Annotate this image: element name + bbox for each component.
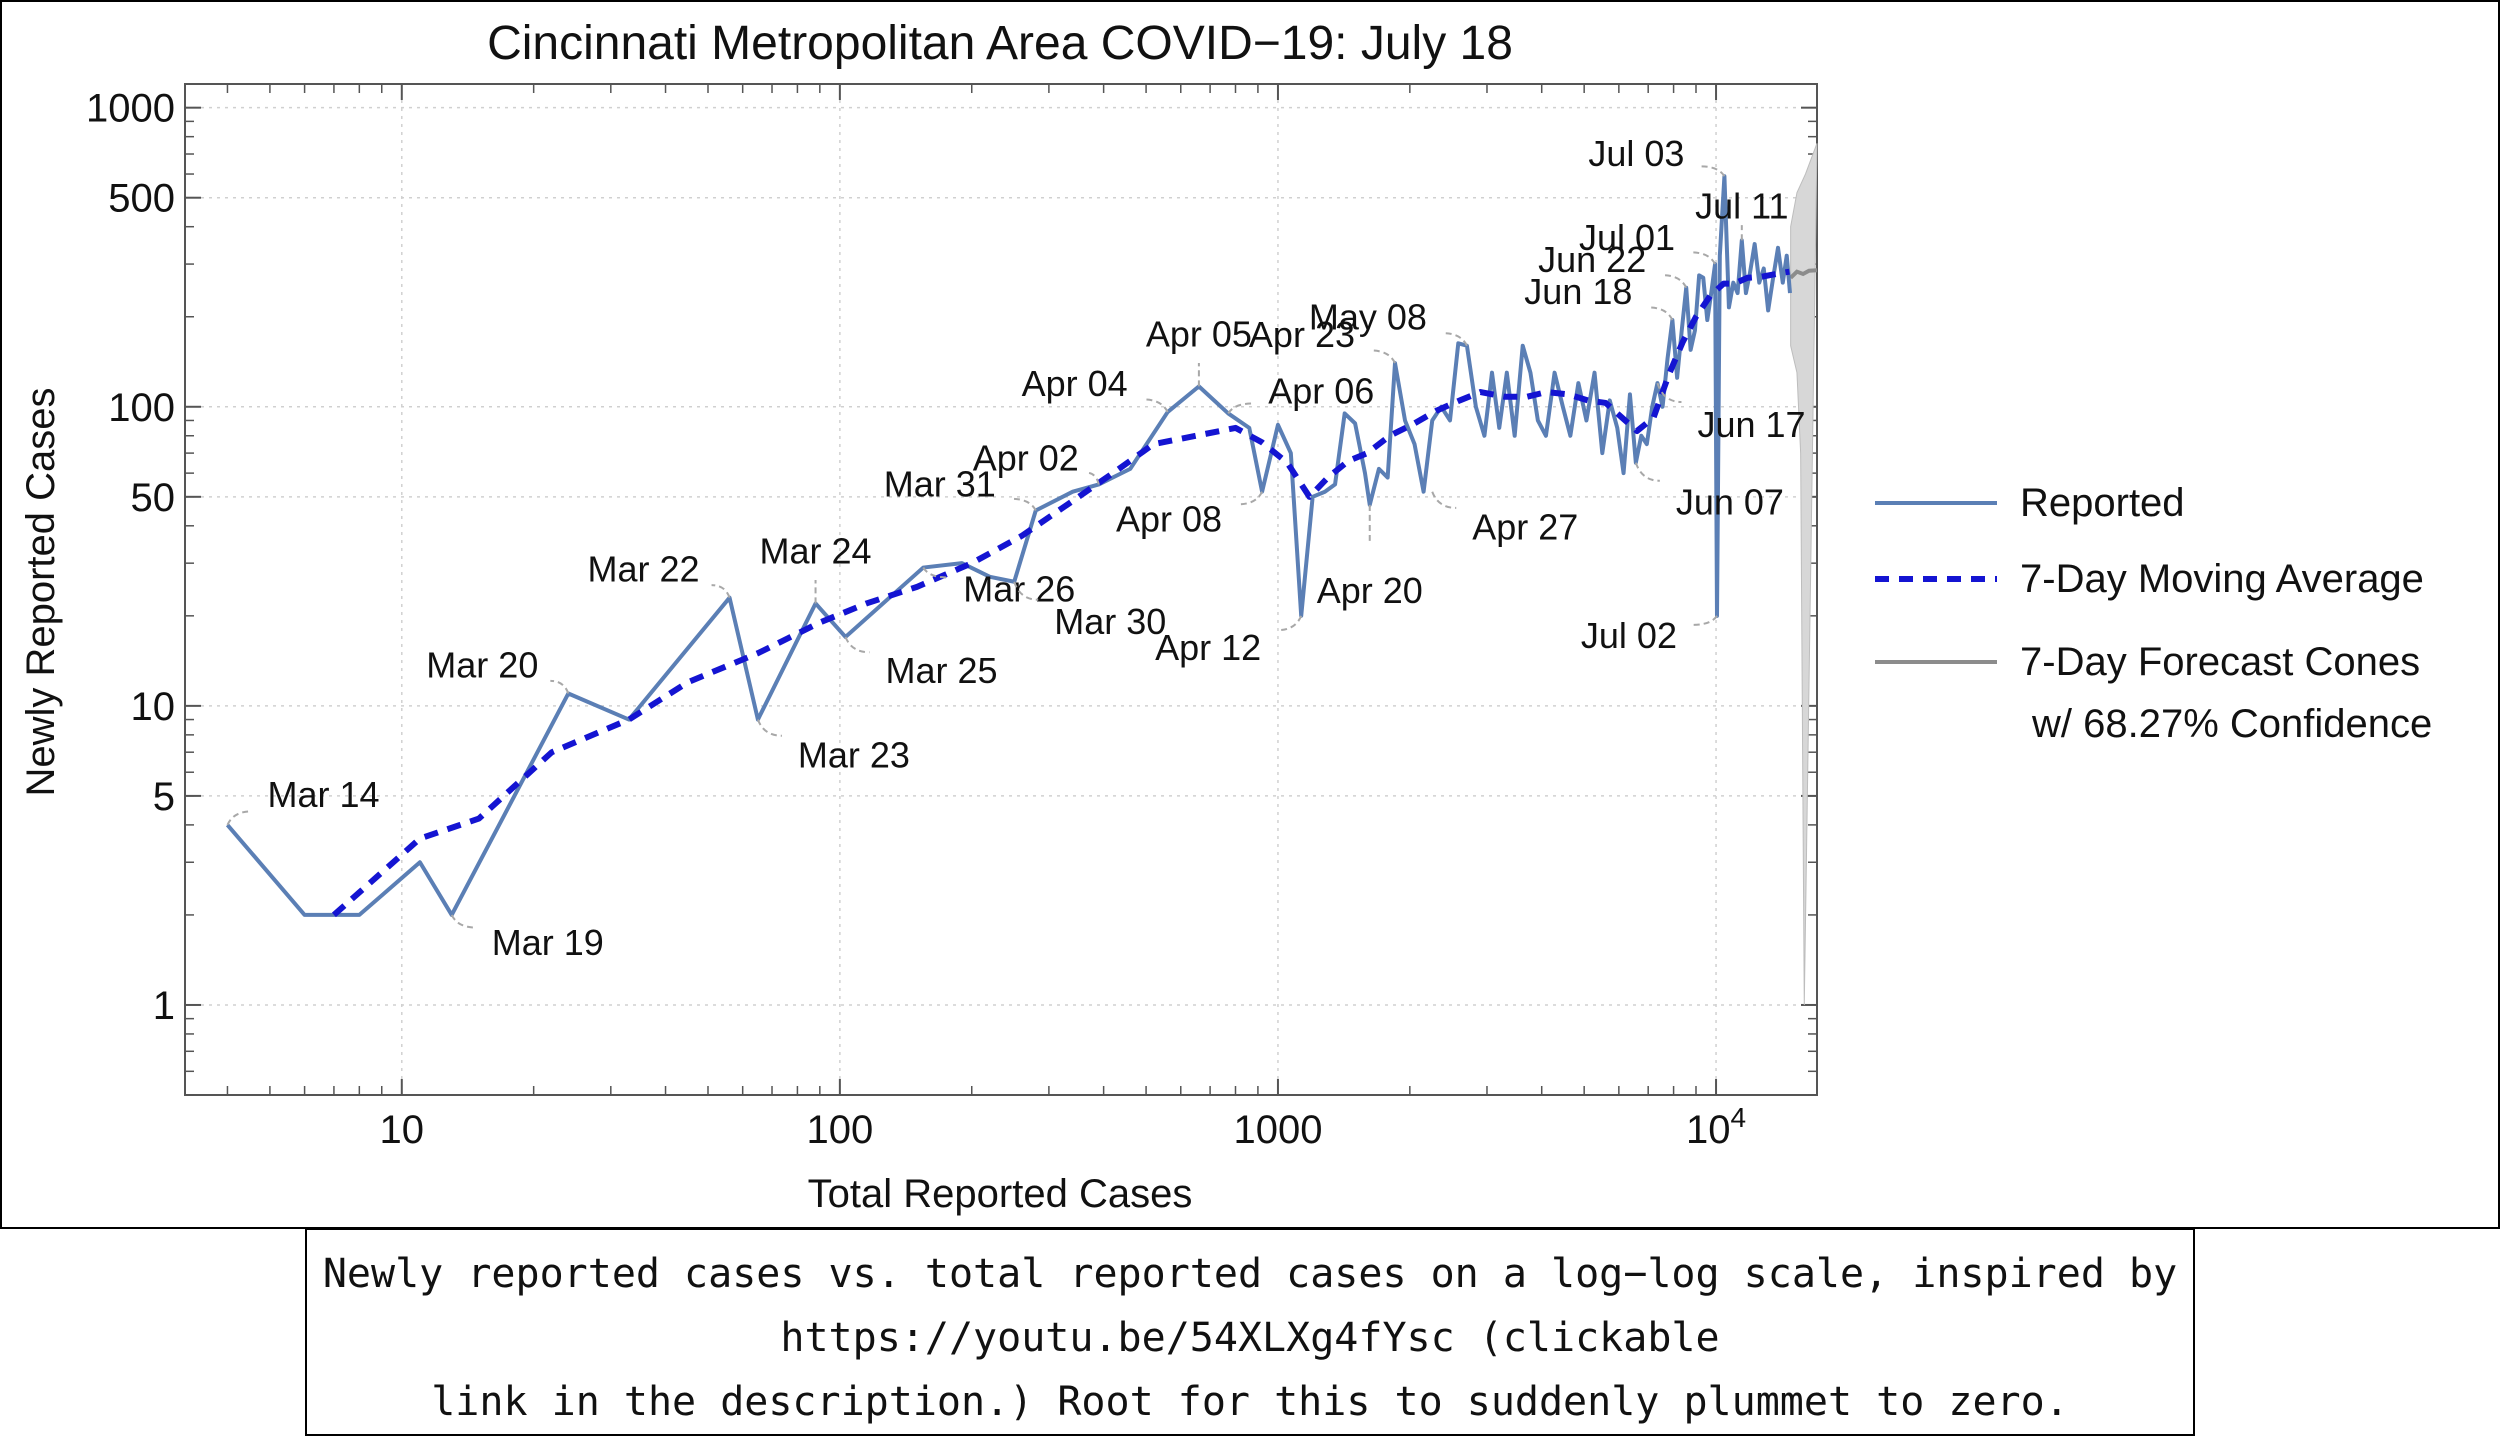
caption-line-1: Newly reported cases vs. total reported … — [322, 1251, 2178, 1297]
legend-label-reported: Reported — [2020, 481, 2185, 525]
plot-frame — [184, 83, 1818, 1096]
annotation-label: Apr 06 — [1268, 370, 1374, 411]
annotation-leader — [1662, 274, 1688, 289]
annotation-label: Mar 22 — [588, 549, 700, 590]
annotation-leader — [450, 914, 476, 929]
legend-label-forecast-confidence: w/ 68.27% Confidence — [2031, 702, 2432, 746]
annotation-leader — [1370, 349, 1396, 364]
annotation-leader — [1011, 497, 1037, 511]
x-axis-label: Total Reported Cases — [808, 1172, 1193, 1216]
annotation-label: Jul 11 — [1695, 185, 1788, 226]
annotation-label: Jul 03 — [1588, 133, 1684, 174]
annotation-leader — [844, 636, 870, 654]
annotation-label: Jun 07 — [1676, 482, 1784, 523]
annotation-label: Jun 22 — [1538, 239, 1646, 280]
caption-box: Newly reported cases vs. total reported … — [305, 1228, 2195, 1436]
annotation-label: Apr 08 — [1116, 499, 1222, 540]
annotation-label: Mar 24 — [760, 530, 872, 571]
annotation-leader — [756, 719, 782, 737]
legend: Reported 7-Day Moving Average 7-Day Fore… — [1875, 481, 2432, 746]
plot-area: 10 100 1000 104 1 5 10 50 100 500 1000 Mar 14 Mar 19… — [86, 83, 1818, 1152]
annotation-leader — [1648, 306, 1674, 321]
annotation-leader — [1238, 491, 1263, 506]
x-tick-label: 104 — [1686, 1102, 1746, 1152]
legend-label-moving-average: 7-Day Moving Average — [2020, 557, 2424, 601]
y-tick-label: 500 — [108, 177, 175, 221]
annotation-leader — [1013, 581, 1039, 601]
annotation-label: Apr 02 — [973, 437, 1079, 478]
annotation-label: Apr 27 — [1472, 507, 1578, 548]
annotation-label: Mar 31 — [884, 463, 996, 504]
series-reported-line — [225, 174, 1792, 917]
annotation-label: Apr 12 — [1155, 627, 1261, 668]
series-moving-average-line — [331, 268, 1790, 918]
annotation-label: Jun 18 — [1524, 271, 1632, 312]
y-tick-label: 50 — [131, 476, 176, 520]
x-tick-label: 100 — [806, 1108, 873, 1152]
chart-frame: Cincinnati Metropolitan Area COVID−19: J… — [0, 0, 2500, 1229]
annotation-leader — [1692, 615, 1718, 626]
annotation-label: Mar 14 — [267, 774, 379, 815]
forecast-cone — [1790, 143, 1818, 1005]
annotation-leader — [1431, 491, 1457, 509]
annotation-label: May 08 — [1309, 297, 1427, 338]
annotation-leader — [1227, 402, 1253, 415]
y-tick-label: 5 — [153, 775, 175, 819]
chart: Cincinnati Metropolitan Area COVID−19: J… — [19, 17, 2432, 1216]
annotation-leader — [1691, 251, 1716, 265]
x-tick-label: 1000 — [1233, 1108, 1322, 1152]
annotation-label: Jul 01 — [1579, 217, 1675, 258]
annotation-leader — [226, 810, 252, 826]
annotation-leader — [1442, 332, 1468, 347]
annotation-label: Apr 05 — [1146, 313, 1252, 354]
forecast-median-line — [1789, 268, 1818, 280]
chart-title: Cincinnati Metropolitan Area COVID−19: J… — [487, 17, 1513, 70]
annotation-label: Apr 20 — [1317, 570, 1423, 611]
y-tick-label: 10 — [131, 685, 176, 729]
annotation-label: Mar 23 — [798, 735, 910, 776]
y-tick-label: 1000 — [86, 87, 175, 131]
y-tick-label: 1 — [153, 984, 175, 1028]
annotation-leader — [1700, 165, 1726, 177]
annotation-label: Mar 19 — [492, 922, 604, 963]
annotation-leader — [711, 584, 731, 599]
annotation-leader — [550, 679, 570, 694]
annotation-leader — [1143, 398, 1169, 413]
annotation-label: Mar 25 — [885, 650, 997, 691]
caption-line-3: link in the description.) Root for this … — [431, 1379, 2069, 1425]
annotation-label: Mar 26 — [963, 569, 1075, 610]
annotation-leader — [1277, 615, 1303, 632]
annotation-leader — [922, 567, 948, 579]
legend-label-forecast: 7-Day Forecast Cones — [2020, 640, 2420, 684]
annotation-label: Apr 23 — [1249, 314, 1355, 355]
annotation-label: Jul 02 — [1581, 615, 1677, 656]
caption-line-2: https://youtu.be/54XLXg4fYsc (clickable — [780, 1315, 1720, 1361]
annotation-label: Apr 04 — [1022, 363, 1128, 404]
annotation-label: Mar 30 — [1054, 601, 1166, 642]
annotation-label: Mar 20 — [426, 644, 538, 685]
y-axis-label: Newly Reported Cases — [19, 387, 63, 796]
annotation-label: Jun 17 — [1697, 404, 1805, 445]
y-tick-label: 100 — [108, 386, 175, 430]
annotation-leader — [1086, 471, 1100, 485]
x-tick-label-exponent: 4 — [1731, 1102, 1747, 1133]
x-tick-label: 10 — [380, 1108, 425, 1152]
annotation-leader — [1656, 382, 1682, 403]
annotation-leader — [1634, 462, 1660, 482]
